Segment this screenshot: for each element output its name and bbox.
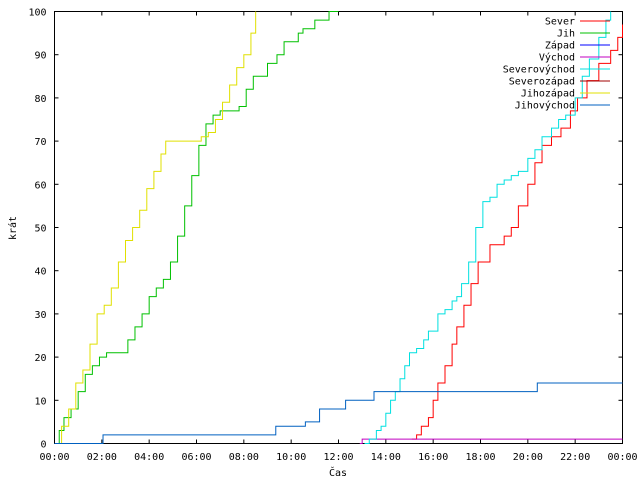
legend-label-sever: Sever: [545, 17, 575, 28]
x-tick-label: 04:00: [134, 452, 164, 463]
x-tick-label: 02:00: [87, 452, 117, 463]
axis-ticks: 00:00 02:00 04:00 06:00 08:00 10:00 12:00 14:00…: [28, 8, 637, 464]
x-tick-label: 16:00: [418, 452, 448, 463]
y-axis-label: krát: [7, 216, 19, 240]
series-line-jihovychod: [54, 382, 623, 444]
series-line-jih: [54, 11, 339, 444]
x-tick-label: 22:00: [560, 452, 590, 463]
y-tick-label: 20: [34, 353, 46, 364]
legend-label-zapad: Západ: [545, 40, 575, 52]
legend-label-jihovychod: Jihovýchod: [515, 100, 575, 112]
x-tick-label: 06:00: [181, 452, 211, 463]
y-tick-label: 50: [34, 224, 46, 235]
series-line-sever: [411, 24, 623, 440]
x-tick-label: 10:00: [276, 452, 306, 463]
y-tick-label: 80: [34, 94, 46, 105]
y-tick-label: 30: [34, 310, 46, 321]
x-axis-label: Čas: [329, 466, 347, 479]
x-tick-label: 08:00: [229, 452, 259, 463]
x-tick-label: 00:00: [39, 452, 69, 463]
x-tick-label: 14:00: [371, 452, 401, 463]
x-tick-label: 18:00: [465, 452, 495, 463]
x-tick-label: 00:00: [607, 452, 637, 463]
x-tick-label: 20:00: [513, 452, 543, 463]
y-tick-label: 60: [34, 180, 46, 191]
series-line-jihozapad: [54, 11, 257, 444]
y-tick-label: 10: [34, 396, 46, 407]
y-tick-label: 90: [34, 51, 46, 62]
legend: SeverJihZápadVýchodSeverovýchodSeverozáp…: [503, 17, 610, 112]
y-tick-label: 0: [40, 440, 46, 451]
y-tick-label: 40: [34, 267, 46, 278]
series-layer: [54, 11, 623, 444]
y-tick-label: 70: [34, 137, 46, 148]
legend-label-severovychod: Severovýchod: [503, 64, 575, 76]
legend-label-jihozapad: Jihozápad: [521, 88, 575, 100]
legend-label-jih: Jih: [557, 29, 575, 40]
series-line-vychod: [359, 438, 623, 444]
legend-label-vychod: Východ: [539, 52, 575, 64]
y-tick-label: 100: [28, 8, 46, 19]
x-tick-label: 12:00: [323, 452, 353, 463]
legend-label-severozapad: Severozápad: [509, 76, 575, 88]
